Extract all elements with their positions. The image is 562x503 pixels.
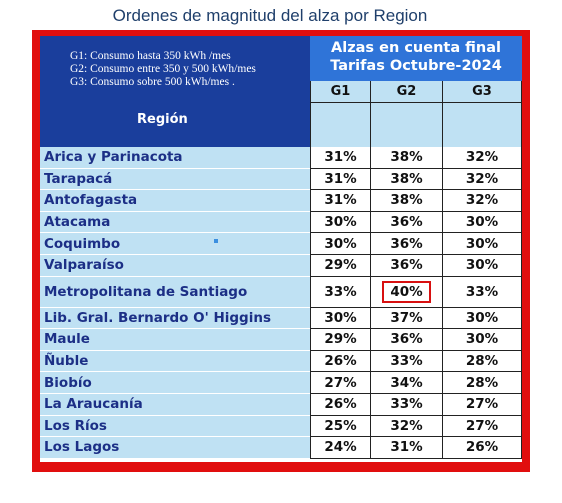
- g3-value-cell: 30%: [442, 329, 522, 351]
- g3-value-cell: 32%: [442, 147, 522, 169]
- table-row: Valparaíso 29% 36% 30%: [40, 254, 522, 277]
- region-column-header: Región: [137, 112, 188, 127]
- alzas-title-line2: Tarifas Octubre-2024: [330, 58, 502, 74]
- region-name-cell: Metropolitana de Santiago: [40, 276, 310, 308]
- region-name-cell: Biobío: [40, 372, 310, 394]
- table-row: Coquimbo 30% 36% 30%: [40, 233, 522, 255]
- g3-value-cell: 26%: [442, 437, 522, 459]
- g1-value-cell: 29%: [310, 329, 370, 351]
- g1-value-cell: 33%: [310, 276, 370, 308]
- stray-dot-mark: [214, 239, 218, 244]
- table-row: Arica y Parinacota 31% 38% 32%: [40, 147, 522, 169]
- g2-value-cell: 33%: [370, 393, 442, 416]
- table-row: Lib. Gral. Bernardo O' Higgins 30% 37% 30%: [40, 307, 522, 330]
- table-row: Metropolitana de Santiago 33% 40% 33%: [40, 276, 522, 308]
- g1-value-cell: 31%: [310, 168, 370, 191]
- g1-header: G1: [311, 81, 370, 103]
- region-name-cell: Los Lagos: [40, 437, 310, 459]
- tariff-table: G1: Consumo hasta 350 kWh /mes G2: Consu…: [40, 36, 522, 462]
- g2-value-cell: 32%: [370, 415, 442, 438]
- g1-value-cell: 30%: [310, 211, 370, 234]
- g1-value-cell: 24%: [310, 437, 370, 459]
- alzas-header-block: Alzas en cuenta final Tarifas Octubre-20…: [310, 36, 522, 81]
- region-name-cell: Maule: [40, 329, 310, 351]
- g3-value-cell: 32%: [442, 168, 522, 191]
- table-row: Antofagasta 31% 38% 32%: [40, 190, 522, 212]
- table-row: La Araucanía 26% 33% 27%: [40, 393, 522, 416]
- g2-value-cell: 31%: [370, 437, 442, 459]
- g1-value-cell: 26%: [310, 350, 370, 373]
- g2-value-cell: 33%: [370, 350, 442, 373]
- g2-value-cell: 38%: [370, 168, 442, 191]
- g3-value-cell: 27%: [442, 393, 522, 416]
- g3-value-cell: 28%: [442, 372, 522, 394]
- group-header-row: G1 G2 G3: [310, 81, 522, 147]
- g1-value-cell: 25%: [310, 415, 370, 438]
- g1-value-cell: 27%: [310, 372, 370, 394]
- g3-header: G3: [443, 81, 521, 103]
- g2-value-cell: 38%: [370, 190, 442, 212]
- legend-g1: G1: Consumo hasta 350 kWh /mes: [70, 50, 231, 62]
- g2-header: G2: [371, 81, 442, 103]
- g2-value-cell: 36%: [370, 254, 442, 277]
- g2-header-cell: G2: [370, 81, 442, 147]
- highlighted-value: 40%: [382, 280, 431, 303]
- region-header-block: G1: Consumo hasta 350 kWh /mes G2: Consu…: [40, 36, 310, 147]
- g1-value-cell: 29%: [310, 254, 370, 277]
- alzas-title: Alzas en cuenta final Tarifas Octubre-20…: [310, 39, 522, 75]
- g2-value-cell: 40%: [370, 276, 442, 308]
- g1-value-cell: 30%: [310, 233, 370, 255]
- region-name-cell: La Araucanía: [40, 393, 310, 416]
- g3-value-cell: 30%: [442, 211, 522, 234]
- region-name-cell: Atacama: [40, 211, 310, 234]
- table-row: Tarapacá 31% 38% 32%: [40, 168, 522, 191]
- region-name-cell: Tarapacá: [40, 168, 310, 191]
- g1-value-cell: 26%: [310, 393, 370, 416]
- table-row: Ñuble 26% 33% 28%: [40, 350, 522, 373]
- region-name-cell: Ñuble: [40, 350, 310, 373]
- g3-value-cell: 30%: [442, 233, 522, 255]
- g3-value-cell: 30%: [442, 254, 522, 277]
- table-row: Atacama 30% 36% 30%: [40, 211, 522, 234]
- region-name-cell: Lib. Gral. Bernardo O' Higgins: [40, 307, 310, 330]
- legend-g3: G3: Consumo sobre 500 kWh/mes .: [70, 76, 235, 88]
- g1-value-cell: 31%: [310, 190, 370, 212]
- g3-value-cell: 27%: [442, 415, 522, 438]
- group-legend: G1: Consumo hasta 350 kWh /mes G2: Consu…: [70, 50, 310, 89]
- page-title: Ordenes de magnitud del alza por Region: [112, 6, 428, 25]
- region-name-cell: Arica y Parinacota: [40, 147, 310, 169]
- table-row: Los Ríos 25% 32% 27%: [40, 415, 522, 438]
- region-name-cell: Valparaíso: [40, 254, 310, 277]
- legend-g2: G2: Consumo entre 350 y 500 kWh/mes: [70, 63, 256, 75]
- g1-header-cell: G1: [310, 81, 370, 147]
- g3-value-cell: 32%: [442, 190, 522, 212]
- table-body: Arica y Parinacota 31% 38% 32% Tarapacá 31% 38…: [40, 147, 522, 459]
- g3-value-cell: 30%: [442, 307, 522, 330]
- g2-value-cell: 38%: [370, 147, 442, 169]
- g3-value-cell: 28%: [442, 350, 522, 373]
- region-name-cell: Antofagasta: [40, 190, 310, 212]
- table-row: Maule 29% 36% 30%: [40, 329, 522, 351]
- g1-value-cell: 30%: [310, 307, 370, 330]
- table-row: Los Lagos 24% 31% 26%: [40, 437, 522, 459]
- g2-value-cell: 36%: [370, 211, 442, 234]
- alzas-title-line1: Alzas en cuenta final: [331, 40, 501, 56]
- table-row: Biobío 27% 34% 28%: [40, 372, 522, 394]
- g3-value-cell: 33%: [442, 276, 522, 308]
- region-name-cell: Los Ríos: [40, 415, 310, 438]
- g2-value-cell: 36%: [370, 233, 442, 255]
- region-name-cell: Coquimbo: [40, 233, 310, 255]
- g2-value-cell: 36%: [370, 329, 442, 351]
- g2-value-cell: 34%: [370, 372, 442, 394]
- g2-value-cell: 37%: [370, 307, 442, 330]
- g1-value-cell: 31%: [310, 147, 370, 169]
- g3-header-cell: G3: [442, 81, 522, 147]
